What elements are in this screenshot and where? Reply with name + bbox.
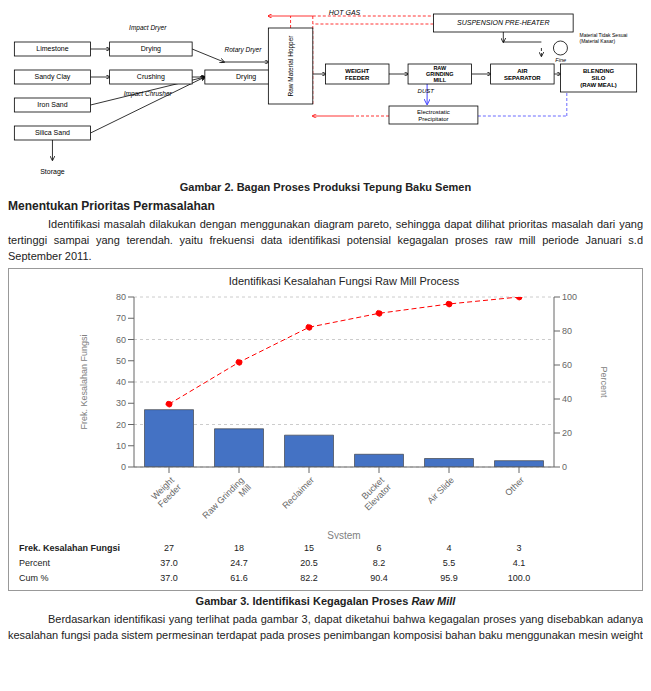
html-text:95.9: 95.9	[440, 573, 458, 583]
svg-text:HOT GAS: HOT GAS	[329, 9, 361, 16]
svg-text:10: 10	[116, 441, 126, 451]
html-text:15: 15	[304, 543, 314, 553]
svg-text:60: 60	[116, 335, 126, 345]
svg-text:40: 40	[116, 377, 126, 387]
html-text:20.5: 20.5	[300, 558, 318, 568]
svg-text:30: 30	[116, 398, 126, 408]
html-text:18: 18	[234, 543, 244, 553]
svg-text:50: 50	[116, 356, 126, 366]
svg-text:BLENDINGSILO(RAW MEAL): BLENDINGSILO(RAW MEAL)	[580, 68, 617, 88]
svg-text:0: 0	[562, 462, 567, 472]
svg-text:ElectrostaticPrecipitator: ElectrostaticPrecipitator	[417, 109, 450, 122]
svg-text:Storage: Storage	[40, 168, 65, 176]
svg-text:0: 0	[121, 462, 126, 472]
html-text:8.2: 8.2	[372, 558, 386, 568]
svg-text:Drying: Drying	[141, 45, 161, 53]
svg-text:20: 20	[562, 428, 572, 438]
html-text:Berdasarkan identifikasi yang: Berdasarkan identifikasi yang terlihat p…	[8, 613, 643, 641]
html-text:90.4: 90.4	[370, 573, 388, 583]
svg-text:Sandy Clay: Sandy Clay	[35, 73, 71, 81]
svg-text:Reclaimer: Reclaimer	[280, 475, 316, 511]
html-text:4: 4	[446, 543, 452, 553]
svg-text:BucketElevator: BucketElevator	[356, 475, 394, 513]
html-text:37.0: 37.0	[160, 558, 178, 568]
svg-text:Other: Other	[503, 475, 526, 498]
html-text:61.6: 61.6	[230, 573, 248, 583]
html-text:37.0: 37.0	[160, 573, 178, 583]
html-text:Identifikasi Kesalahan Fungsi: Identifikasi Kesalahan Fungsi Raw Mill P…	[228, 275, 460, 287]
html-text:Gambar 3. Identifikasi Kegagal: Gambar 3. Identifikasi Kegagalan Proses …	[195, 595, 456, 607]
svg-text:AIRSEPARATOR: AIRSEPARATOR	[504, 68, 541, 81]
svg-text:Iron Sand: Iron Sand	[37, 101, 67, 108]
html-text:3: 3	[516, 543, 522, 553]
html-text:27: 27	[164, 543, 174, 553]
svg-text:Raw GrindingMill: Raw GrindingMill	[200, 475, 253, 528]
html-text:82.2: 82.2	[300, 573, 318, 583]
svg-text:SUSPENSION PRE-HEATER: SUSPENSION PRE-HEATER	[457, 19, 549, 26]
svg-text:Frek. Kesalahan Fungsi: Frek. Kesalahan Fungsi	[79, 334, 89, 429]
html-text:Gambar 2. Bagan Proses Produks: Gambar 2. Bagan Proses Produksi Tepung B…	[179, 181, 472, 193]
svg-text:Material Tidak Sesuai(Material: Material Tidak Sesuai(Material Kasar)	[580, 32, 628, 44]
html-text:Frek. Kesalahan Fungsi: Frek. Kesalahan Fungsi	[19, 543, 120, 553]
svg-text:Rotary Dryer: Rotary Dryer	[225, 46, 263, 54]
svg-text:100: 100	[562, 292, 577, 302]
svg-text:Drying: Drying	[236, 73, 256, 81]
svg-text:WeightFeeder: WeightFeeder	[149, 475, 184, 510]
svg-text:40: 40	[562, 394, 572, 404]
svg-text:Impact Dryer: Impact Dryer	[129, 24, 167, 32]
html-text:24.7: 24.7	[230, 558, 248, 568]
svg-text:Impact Chrusher: Impact Chrusher	[124, 90, 173, 98]
svg-text:Silica Sand: Silica Sand	[35, 129, 70, 136]
svg-text:Crushing: Crushing	[137, 73, 165, 81]
html-text:Percent: Percent	[19, 558, 50, 568]
svg-text:80: 80	[562, 326, 572, 336]
svg-text:60: 60	[562, 360, 572, 370]
svg-text:Raw Material Hopper: Raw Material Hopper	[287, 35, 295, 97]
html-text:6: 6	[376, 543, 382, 553]
html-text:4.1: 4.1	[512, 558, 526, 568]
svg-text:System: System	[327, 530, 360, 539]
svg-text:70: 70	[116, 313, 126, 323]
svg-text:RAWGRINDINGMILL: RAWGRINDINGMILL	[426, 65, 454, 84]
html-text:Menentukan Prioritas Permasala: Menentukan Prioritas Permasalahan	[8, 199, 215, 213]
html-text:5.5: 5.5	[442, 558, 456, 568]
svg-text:Percent: Percent	[599, 366, 609, 398]
svg-text:Air Slide: Air Slide	[425, 475, 456, 506]
html-text:Cum %: Cum %	[19, 573, 49, 583]
svg-text:Limestone: Limestone	[36, 45, 68, 52]
html-text:100.0: 100.0	[507, 573, 531, 583]
svg-text:20: 20	[116, 420, 126, 430]
html-text:Identifikasi masalah dilakukan: Identifikasi masalah dilakukan dengan me…	[8, 218, 643, 262]
svg-text:Fine: Fine	[555, 57, 566, 63]
svg-text:DUST: DUST	[418, 88, 436, 94]
svg-text:WEIGHTFEEDER: WEIGHTFEEDER	[345, 68, 370, 81]
svg-text:80: 80	[116, 292, 126, 302]
